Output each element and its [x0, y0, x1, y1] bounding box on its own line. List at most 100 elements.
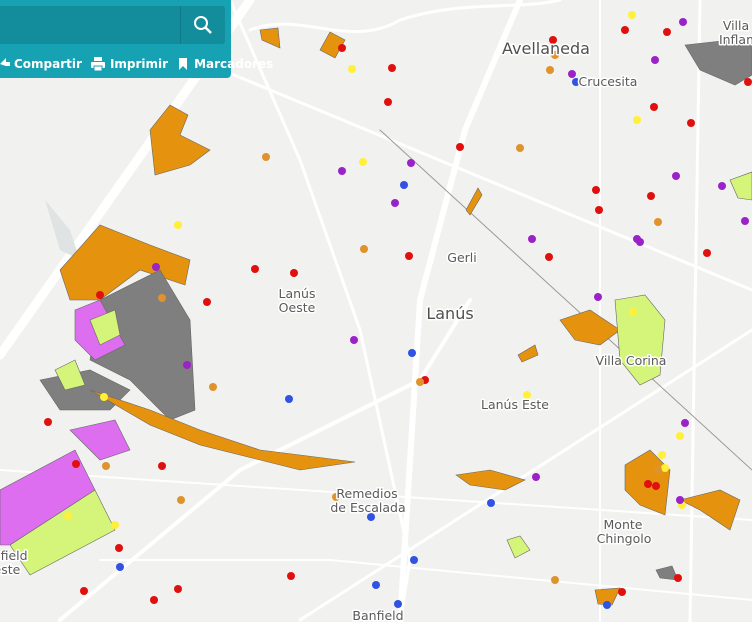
point-marker[interactable] [676, 496, 684, 504]
point-marker[interactable] [44, 418, 52, 426]
point-marker[interactable] [652, 482, 660, 490]
point-marker[interactable] [150, 596, 158, 604]
point-marker[interactable] [416, 378, 424, 386]
point-marker[interactable] [72, 460, 80, 468]
road [0, 469, 752, 521]
point-marker[interactable] [741, 217, 749, 225]
point-marker[interactable] [549, 36, 557, 44]
point-marker[interactable] [528, 235, 536, 243]
point-marker[interactable] [100, 393, 108, 401]
point-marker[interactable] [629, 308, 637, 316]
point-marker[interactable] [568, 70, 576, 78]
point-marker[interactable] [174, 221, 182, 229]
point-marker[interactable] [651, 56, 659, 64]
point-marker[interactable] [372, 581, 380, 589]
point-marker[interactable] [523, 391, 531, 399]
point-marker[interactable] [633, 116, 641, 124]
point-marker[interactable] [672, 172, 680, 180]
point-marker[interactable] [718, 182, 726, 190]
point-marker[interactable] [487, 499, 495, 507]
point-marker[interactable] [209, 383, 217, 391]
place-label: Gerli [447, 250, 476, 265]
point-marker[interactable] [290, 269, 298, 277]
point-marker[interactable] [592, 186, 600, 194]
point-marker[interactable] [408, 349, 416, 357]
point-marker[interactable] [111, 521, 119, 529]
point-marker[interactable] [405, 252, 413, 260]
point-marker[interactable] [621, 26, 629, 34]
point-marker[interactable] [729, 36, 737, 44]
point-marker[interactable] [203, 298, 211, 306]
point-marker[interactable] [116, 563, 124, 571]
share-button[interactable]: Compartir [0, 57, 82, 71]
point-marker[interactable] [744, 78, 752, 86]
point-marker[interactable] [152, 263, 160, 271]
point-marker[interactable] [115, 544, 123, 552]
point-marker[interactable] [174, 585, 182, 593]
point-marker[interactable] [332, 493, 340, 501]
point-marker[interactable] [594, 293, 602, 301]
point-marker[interactable] [102, 462, 110, 470]
point-marker[interactable] [654, 218, 662, 226]
point-marker[interactable] [367, 513, 375, 521]
point-marker[interactable] [681, 419, 689, 427]
point-marker[interactable] [359, 158, 367, 166]
point-marker[interactable] [618, 588, 626, 596]
point-marker[interactable] [407, 159, 415, 167]
point-marker[interactable] [183, 361, 191, 369]
point-marker[interactable] [595, 206, 603, 214]
point-marker[interactable] [391, 199, 399, 207]
point-marker[interactable] [676, 432, 684, 440]
point-marker[interactable] [650, 103, 658, 111]
point-marker[interactable] [654, 466, 662, 474]
place-label: Banfield [352, 608, 403, 622]
point-marker[interactable] [572, 78, 580, 86]
point-marker[interactable] [551, 51, 559, 59]
water [45, 200, 80, 260]
point-marker[interactable] [388, 64, 396, 72]
point-marker[interactable] [80, 587, 88, 595]
toolbar: Compartir Imprimir Marcadores [0, 0, 273, 78]
point-marker[interactable] [545, 253, 553, 261]
point-marker[interactable] [532, 473, 540, 481]
search-box[interactable] [0, 6, 225, 44]
print-button[interactable]: Imprimir [90, 57, 168, 71]
point-marker[interactable] [703, 249, 711, 257]
point-marker[interactable] [394, 600, 402, 608]
point-marker[interactable] [663, 28, 671, 36]
point-marker[interactable] [636, 238, 644, 246]
bookmarks-button[interactable]: Marcadores [176, 57, 273, 71]
point-marker[interactable] [647, 192, 655, 200]
point-marker[interactable] [384, 98, 392, 106]
point-marker[interactable] [338, 44, 346, 52]
point-marker[interactable] [158, 462, 166, 470]
point-marker[interactable] [285, 395, 293, 403]
point-marker[interactable] [674, 574, 682, 582]
point-marker[interactable] [546, 66, 554, 74]
point-marker[interactable] [628, 11, 636, 19]
point-marker[interactable] [64, 512, 72, 520]
point-marker[interactable] [96, 291, 104, 299]
point-marker[interactable] [338, 167, 346, 175]
point-marker[interactable] [658, 451, 666, 459]
point-marker[interactable] [360, 245, 368, 253]
point-marker[interactable] [251, 265, 259, 273]
search-button[interactable] [180, 6, 225, 44]
point-marker[interactable] [287, 572, 295, 580]
point-marker[interactable] [158, 294, 166, 302]
point-marker[interactable] [687, 119, 695, 127]
point-marker[interactable] [177, 496, 185, 504]
point-marker[interactable] [350, 336, 358, 344]
point-marker[interactable] [400, 181, 408, 189]
point-marker[interactable] [679, 18, 687, 26]
point-marker[interactable] [603, 601, 611, 609]
point-marker[interactable] [262, 153, 270, 161]
point-marker[interactable] [551, 576, 559, 584]
point-marker[interactable] [516, 144, 524, 152]
point-marker[interactable] [661, 464, 669, 472]
point-marker[interactable] [456, 143, 464, 151]
point-marker[interactable] [348, 65, 356, 73]
point-marker[interactable] [644, 480, 652, 488]
area-green [729, 171, 752, 201]
point-marker[interactable] [410, 556, 418, 564]
